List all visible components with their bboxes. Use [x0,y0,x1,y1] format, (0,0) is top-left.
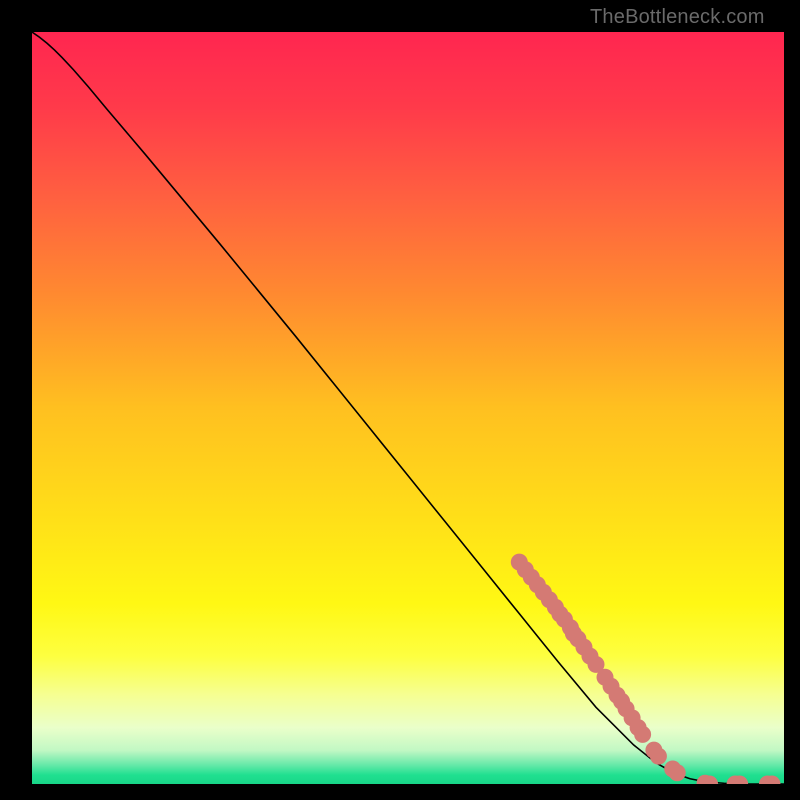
data-marker [650,748,667,765]
plot-area [32,32,784,784]
data-marker [669,764,686,781]
chart-container: TheBottleneck.com [0,0,800,800]
watermark-text: TheBottleneck.com [590,6,765,29]
plot-background [32,32,784,784]
data-marker [634,726,651,743]
